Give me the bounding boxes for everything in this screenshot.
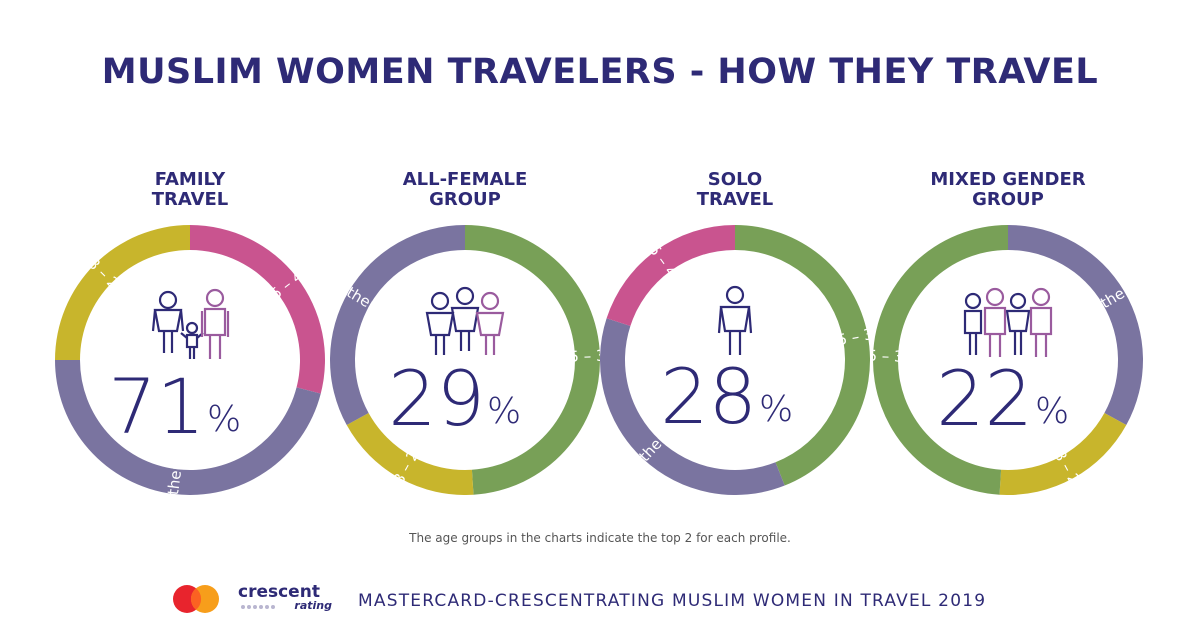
donut-segment — [999, 412, 1127, 495]
chart-title: SOLO TRAVEL — [600, 170, 870, 210]
chart-title-line: GROUP — [429, 189, 501, 210]
percent-value: 22 — [936, 354, 1033, 443]
page-title: MUSLIM WOMEN TRAVELERS - HOW THEY TRAVEL — [101, 52, 1099, 92]
chart-title-line: SOLO — [707, 169, 763, 190]
chart-title-line: MIXED GENDER — [930, 169, 1086, 190]
crescent-dots-icon — [241, 605, 275, 609]
donut-segment — [735, 225, 870, 486]
percent-sign: % — [1035, 391, 1069, 432]
footer-source: MASTERCARD-CRESCENTRATING MUSLIM WOMEN I… — [358, 591, 987, 611]
family-icon — [151, 288, 230, 359]
chart-all-female-group: ALL-FEMALE GROUP 25 – 34 18 – 24 Others — [330, 170, 600, 500]
donut-segment — [346, 412, 474, 495]
solo-woman-icon — [717, 285, 753, 355]
chart-title: FAMILY TRAVEL — [55, 170, 325, 210]
brand-word: crescent — [238, 582, 320, 602]
donut-segment — [873, 225, 1008, 495]
crescentrating-logo: crescent rating — [238, 582, 338, 616]
donut-segment — [606, 225, 735, 327]
percent-value: 28 — [660, 352, 757, 441]
chart-title-line: ALL-FEMALE — [402, 169, 528, 190]
percent-value: 71 — [108, 362, 205, 451]
chart-family-travel: FAMILY TRAVEL 35 – 44 Others 18 – 24 — [55, 170, 325, 500]
donut-segment — [55, 360, 321, 495]
mastercard-logo-icon — [173, 585, 219, 613]
chart-solo-travel: SOLO TRAVEL 25 – 34 Others 35 – 44 28 % — [600, 170, 870, 500]
donut-segment — [55, 225, 190, 360]
chart-title: ALL-FEMALE GROUP — [330, 170, 600, 210]
percent-sign: % — [487, 391, 521, 432]
female-group-icon — [425, 286, 505, 355]
percent-sign: % — [207, 399, 241, 440]
chart-title-line: FAMILY — [154, 169, 226, 190]
donut-segment — [330, 225, 465, 426]
mixed-group-icon — [963, 287, 1053, 357]
donut-segment — [600, 318, 785, 495]
donut-segment — [190, 225, 325, 394]
chart-title-line: GROUP — [972, 189, 1044, 210]
chart-mixed-gender-group: MIXED GENDER GROUP Others 18 – 24 25 – 34 — [873, 170, 1143, 500]
donut-segment — [1008, 225, 1143, 426]
chart-title-line: TRAVEL — [151, 189, 229, 210]
segment-label: 25 – 34 — [560, 346, 600, 366]
donut-segment — [465, 225, 600, 495]
chart-title: MIXED GENDER GROUP — [873, 170, 1143, 210]
percent-value: 29 — [388, 354, 485, 443]
percent-sign: % — [759, 389, 793, 430]
footnote: The age groups in the charts indicate th… — [409, 531, 791, 545]
segment-label: 25 – 34 — [873, 346, 913, 366]
brand-sub: rating — [294, 599, 332, 612]
chart-title-line: TRAVEL — [696, 189, 774, 210]
